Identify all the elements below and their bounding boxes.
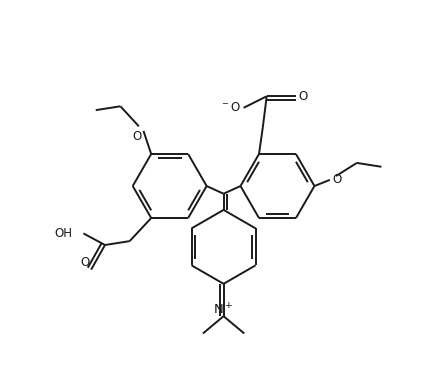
Text: O: O bbox=[298, 90, 308, 103]
Text: O: O bbox=[332, 173, 341, 186]
Text: OH: OH bbox=[55, 227, 73, 240]
Text: O: O bbox=[80, 256, 90, 269]
Text: N$^+$: N$^+$ bbox=[213, 302, 234, 318]
Text: $^-$O: $^-$O bbox=[220, 101, 241, 114]
Text: O: O bbox=[132, 130, 141, 143]
